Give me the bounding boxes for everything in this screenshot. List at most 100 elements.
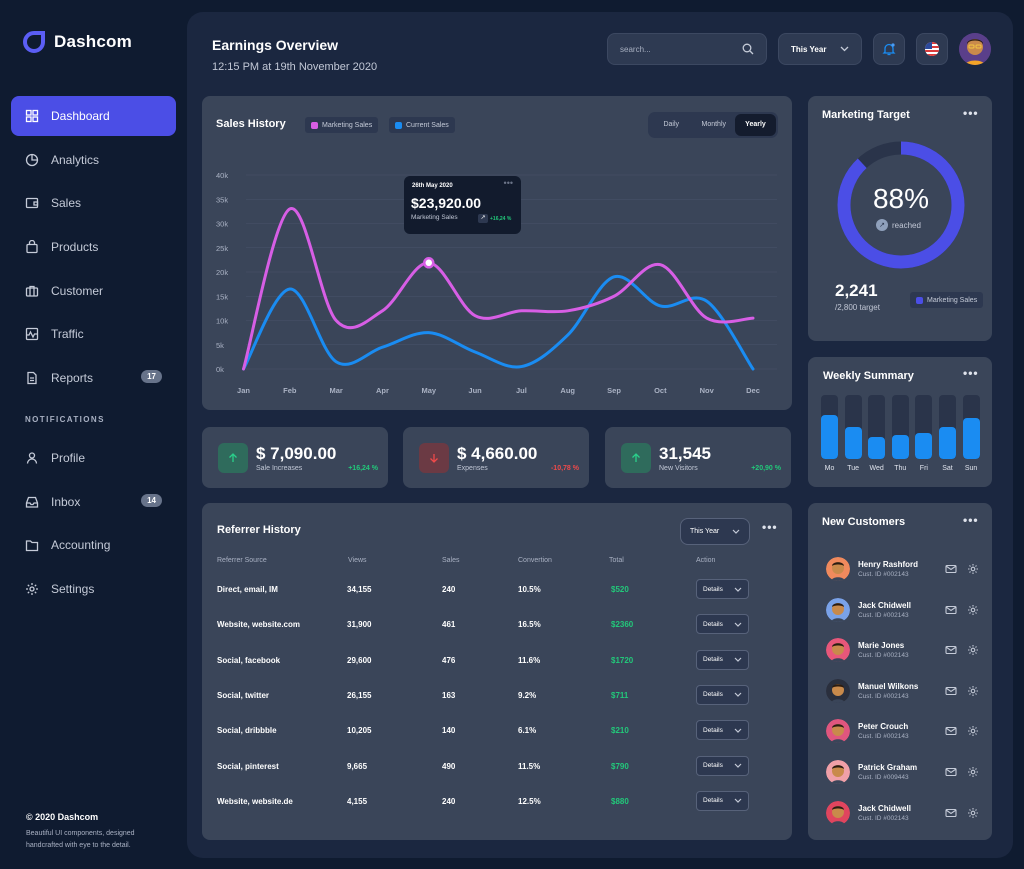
- customer-item[interactable]: Jack Chidwell Cust. ID #002143: [826, 594, 986, 626]
- tooltip-more-icon[interactable]: •••: [503, 178, 513, 188]
- series-line-marketing-sales[interactable]: [242, 207, 755, 371]
- gear-icon[interactable]: [967, 563, 979, 575]
- legend-current-sales[interactable]: Current Sales: [389, 117, 455, 133]
- new-customers-title: New Customers: [822, 516, 906, 528]
- tab-yearly[interactable]: Yearly: [735, 114, 776, 136]
- sidebar-item-settings[interactable]: Settings: [11, 569, 176, 609]
- customer-item[interactable]: Henry Rashford Cust. ID #002143: [826, 553, 986, 585]
- customer-name: Jack Chidwell: [858, 803, 911, 813]
- target-more-icon[interactable]: •••: [963, 106, 979, 120]
- mail-icon[interactable]: [945, 563, 957, 575]
- legend-marketing-sales[interactable]: Marketing Sales: [305, 117, 379, 133]
- mail-icon[interactable]: [945, 644, 957, 656]
- tooltip-date: 26th May 2020: [412, 183, 453, 189]
- target-legend: Marketing Sales: [910, 292, 984, 308]
- gear-icon[interactable]: [967, 644, 979, 656]
- logo[interactable]: Dashcom: [22, 30, 132, 54]
- tab-daily[interactable]: Daily: [663, 121, 680, 128]
- cell-views: 31,900: [347, 620, 372, 630]
- mail-icon[interactable]: [945, 807, 957, 819]
- weekly-bar[interactable]: [868, 437, 886, 459]
- weekly-bar[interactable]: [844, 427, 862, 459]
- sidebar-item-analytics[interactable]: Analytics: [11, 140, 176, 180]
- search-icon[interactable]: [742, 43, 754, 55]
- period-select[interactable]: This Year: [778, 33, 862, 65]
- referrer-period-value: This Year: [690, 528, 720, 535]
- app-name: Dashcom: [54, 32, 132, 51]
- legend-label: Marketing Sales: [927, 296, 978, 304]
- sales-line-chart: 0k 5k 10k 15k 20k 25k 30k 35k 40k Jan Feb Mar Apr May…: [216, 171, 777, 395]
- referrer-more-icon[interactable]: •••: [762, 520, 778, 534]
- cell-conv: 6.1%: [518, 726, 537, 736]
- cell-total: $520: [611, 585, 629, 594]
- sidebar-item-label: Settings: [51, 581, 95, 596]
- language-button[interactable]: [916, 33, 948, 65]
- customer-item[interactable]: Jack Chidwell Cust. ID #002143: [826, 797, 986, 829]
- gear-icon[interactable]: [967, 685, 979, 697]
- notifications-button[interactable]: [873, 33, 905, 65]
- sidebar-nav: Dashboard Analytics Sales Products Custo…: [11, 96, 176, 613]
- details-button[interactable]: Details: [696, 649, 749, 670]
- x-tick-label: Nov: [700, 386, 715, 395]
- weekly-bar[interactable]: [821, 415, 838, 459]
- mail-icon[interactable]: [945, 766, 957, 778]
- mail-icon[interactable]: [945, 604, 957, 616]
- mail-icon[interactable]: [945, 725, 957, 737]
- customer-item[interactable]: Manuel Wilkons Cust. ID #002143: [826, 675, 986, 707]
- weekly-day-label: Thu: [894, 465, 907, 472]
- sidebar-item-customer[interactable]: Customer: [11, 271, 176, 311]
- customers-more-icon[interactable]: •••: [963, 513, 979, 527]
- gear-icon[interactable]: [967, 725, 979, 737]
- gear-icon[interactable]: [967, 604, 979, 616]
- search-box[interactable]: [607, 33, 767, 65]
- user-avatar[interactable]: [959, 33, 991, 65]
- sidebar-item-dashboard[interactable]: Dashboard: [11, 96, 176, 136]
- cell-source: Social, pinterest: [217, 761, 279, 771]
- tooltip-value: $23,920.00: [411, 195, 482, 211]
- details-button[interactable]: Details: [696, 755, 749, 776]
- cell-source: Social, dribbble: [217, 726, 277, 736]
- customer-item[interactable]: Peter Crouch Cust. ID #002143: [826, 715, 986, 747]
- details-button[interactable]: Details: [696, 614, 749, 635]
- stat-label: Expenses: [457, 464, 488, 472]
- weekly-bar[interactable]: [939, 427, 956, 459]
- cell-total: $880: [611, 796, 629, 806]
- details-button[interactable]: Details: [696, 720, 749, 741]
- cell-source: Website, website.de: [217, 796, 293, 806]
- sidebar-item-label: Dashboard: [51, 109, 110, 123]
- gear-icon[interactable]: [967, 807, 979, 819]
- sidebar-item-accounting[interactable]: Accounting: [11, 525, 176, 565]
- customer-item[interactable]: Marie Jones Cust. ID #002143: [826, 634, 986, 666]
- weekly-bar[interactable]: [962, 418, 980, 459]
- cell-total: $711: [611, 690, 629, 700]
- sidebar-item-reports[interactable]: Reports 17: [11, 358, 176, 398]
- mail-icon[interactable]: [945, 685, 957, 697]
- gear-icon[interactable]: [967, 766, 979, 778]
- x-tick-label: Jan: [237, 386, 250, 395]
- sidebar-item-products[interactable]: Products: [11, 227, 176, 267]
- tooltip-point[interactable]: [423, 257, 435, 269]
- customer-avatar: [826, 760, 850, 784]
- customer-avatar: [826, 557, 850, 581]
- sidebar-item-label: Reports: [51, 371, 94, 386]
- series-line-current-sales[interactable]: [242, 274, 755, 371]
- details-button[interactable]: Details: [696, 579, 749, 599]
- sidebar-item-traffic[interactable]: Traffic: [11, 314, 176, 354]
- tab-monthly[interactable]: Monthly: [701, 121, 726, 128]
- sidebar-item-profile[interactable]: Profile: [11, 438, 176, 478]
- sidebar-item-sales[interactable]: Sales: [11, 183, 176, 223]
- weekly-bar[interactable]: [891, 434, 909, 459]
- weekly-more-icon[interactable]: •••: [963, 366, 979, 380]
- avatar-illustration: [959, 33, 991, 65]
- customer-name: Peter Crouch: [858, 722, 909, 732]
- referrer-period-select[interactable]: This Year: [680, 518, 750, 545]
- details-label: Details: [703, 585, 723, 593]
- weekly-bar[interactable]: [915, 433, 933, 459]
- search-input[interactable]: [620, 44, 720, 54]
- customer-item[interactable]: Patrick Graham Cust. ID #009443: [826, 756, 986, 788]
- details-button[interactable]: Details: [696, 790, 749, 811]
- sidebar-item-label: Accounting: [51, 538, 111, 553]
- user-icon: [26, 452, 38, 464]
- details-button[interactable]: Details: [696, 684, 749, 705]
- sidebar-item-inbox[interactable]: Inbox 14: [11, 482, 176, 522]
